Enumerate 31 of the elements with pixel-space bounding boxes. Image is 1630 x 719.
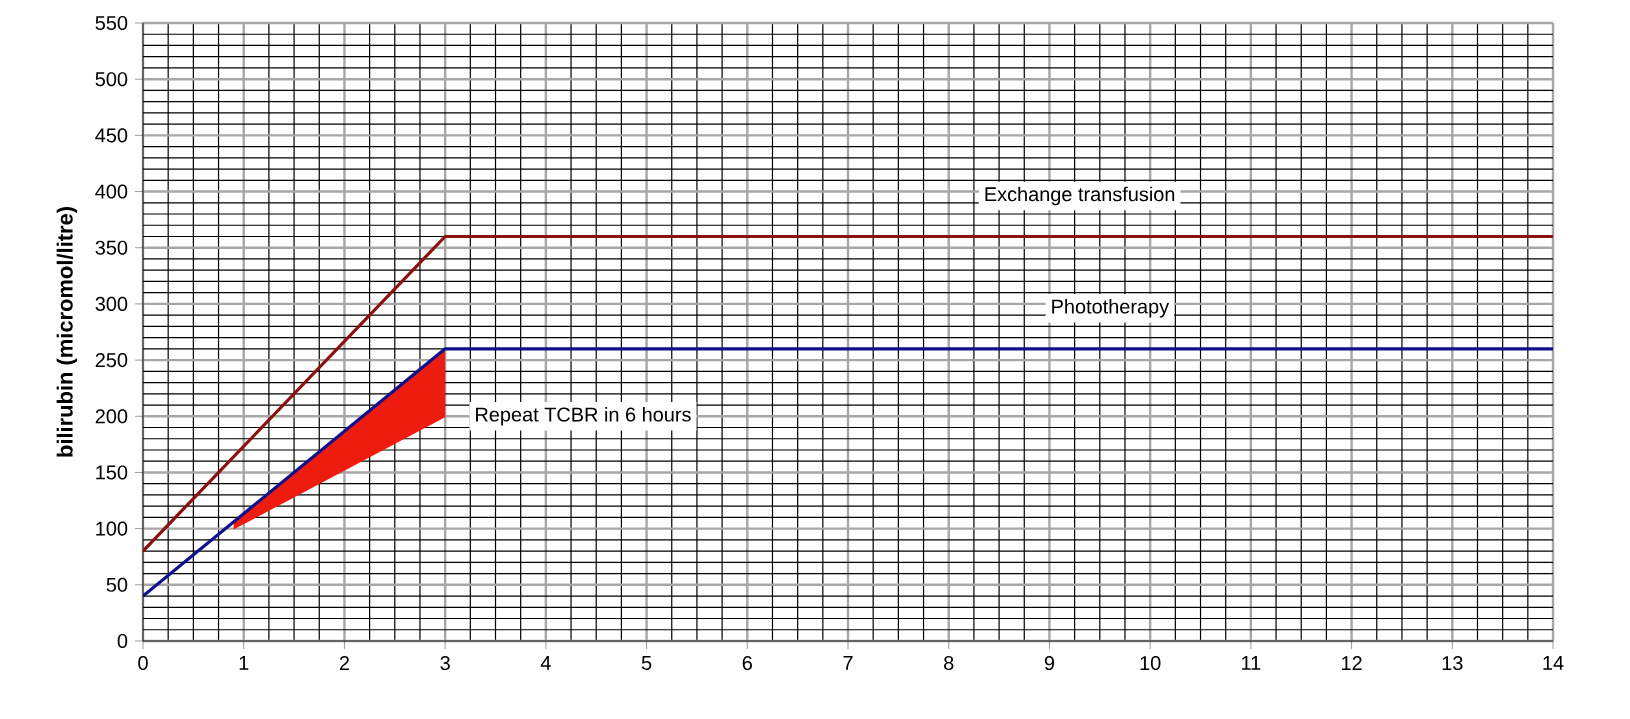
- x-tick-label: 3: [440, 656, 450, 671]
- x-tick-label: 4: [540, 656, 551, 670]
- x-tick-label: 6: [742, 656, 752, 671]
- x-tick-label: 14: [1543, 656, 1564, 670]
- x-tick-label: 7: [843, 656, 853, 670]
- x-tick-label: 9: [1044, 656, 1055, 671]
- y-tick-label: 550: [95, 15, 128, 31]
- x-tick-label: 1: [239, 656, 249, 670]
- y-axis-title: bilirubin (micromol/litre): [56, 207, 78, 457]
- annotation: Exchange transfusion: [985, 186, 1175, 206]
- y-tick-label: 300: [95, 296, 128, 311]
- y-tick-label: 500: [95, 72, 128, 87]
- y-tick-label: 50: [106, 577, 128, 592]
- y-tick-label: 250: [95, 353, 128, 368]
- y-tick-label: 350: [95, 240, 128, 255]
- y-tick-label: 100: [96, 521, 128, 536]
- y-tick-label: 400: [95, 184, 128, 199]
- x-tick-label: 2: [339, 656, 349, 670]
- x-tick-label: 0: [138, 656, 148, 671]
- x-tick-label: 12: [1342, 656, 1362, 670]
- y-tick-label: 200: [95, 409, 128, 424]
- annotation: Phototherapy: [1052, 299, 1170, 318]
- x-tick-label: 11: [1242, 656, 1261, 670]
- annotation: Repeat TCBR in 6 hours: [476, 406, 691, 426]
- x-tick-label: 10: [1140, 656, 1161, 671]
- x-tick-label: 13: [1442, 656, 1463, 671]
- y-tick-label: 150: [96, 465, 128, 480]
- y-tick-label: 0: [117, 633, 128, 649]
- y-tick-label: 450: [95, 128, 128, 143]
- x-tick-label: 5: [641, 656, 652, 670]
- x-tick-label: 8: [944, 656, 954, 671]
